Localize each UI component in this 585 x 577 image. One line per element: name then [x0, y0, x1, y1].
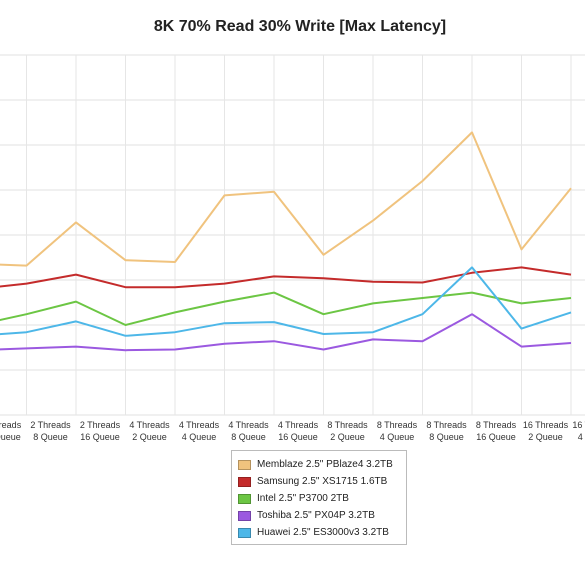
series-line-0 [0, 131, 572, 267]
legend-swatch [238, 476, 251, 487]
legend-label: Toshiba 2.5" PX04P 3.2TB [257, 510, 375, 521]
x-tick-label: 8 Threads 2 Queue [327, 420, 368, 442]
chart-title: 8K 70% Read 30% Write [Max Latency] [153, 18, 447, 35]
legend-item: Intel 2.5" P3700 2TB [238, 490, 400, 507]
legend-swatch [238, 527, 251, 538]
legend-item: Memblaze 2.5" PBlaze4 3.2TB [238, 456, 400, 473]
legend-swatch [238, 459, 251, 470]
x-tick-label: 8 Threads 16 Queue [476, 420, 517, 442]
series-line-2 [0, 291, 572, 326]
series-line-4 [0, 266, 572, 337]
x-tick-label: 4 Threads 4 Queue [179, 420, 220, 442]
legend-item: Samsung 2.5" XS1715 1.6TB [238, 473, 400, 490]
x-tick-label: 4 Threads 8 Queue [228, 420, 269, 442]
x-tick-label: 2 Threads 16 Queue [80, 420, 121, 442]
x-tick-label: 8 Threads 4 Queue [377, 420, 418, 442]
x-tick-label: 4 Threads 16 Queue [278, 420, 319, 442]
x-tick-label: 4 Threads 2 Queue [129, 420, 170, 442]
legend-item: Huawei 2.5" ES3000v3 3.2TB [238, 524, 400, 541]
legend-label: Intel 2.5" P3700 2TB [257, 493, 349, 504]
legend-swatch [238, 510, 251, 521]
legend-item: Toshiba 2.5" PX04P 3.2TB [238, 507, 400, 524]
legend-label: Huawei 2.5" ES3000v3 3.2TB [257, 527, 389, 538]
legend-swatch [238, 493, 251, 504]
legend: Memblaze 2.5" PBlaze4 3.2TB Samsung 2.5" … [231, 450, 407, 545]
grid-layer [0, 54, 585, 416]
legend-label: Memblaze 2.5" PBlaze4 3.2TB [257, 459, 393, 470]
x-tick-label: 16 Threads 2 Queue [523, 420, 569, 442]
series-line-1 [0, 266, 572, 289]
series-layer [0, 131, 572, 352]
series-line-3 [0, 313, 572, 352]
x-tick-label: 8 Threads 8 Queue [426, 420, 467, 442]
legend-label: Samsung 2.5" XS1715 1.6TB [257, 476, 388, 487]
x-tick-label: 2 Threads 8 Queue [30, 420, 71, 442]
